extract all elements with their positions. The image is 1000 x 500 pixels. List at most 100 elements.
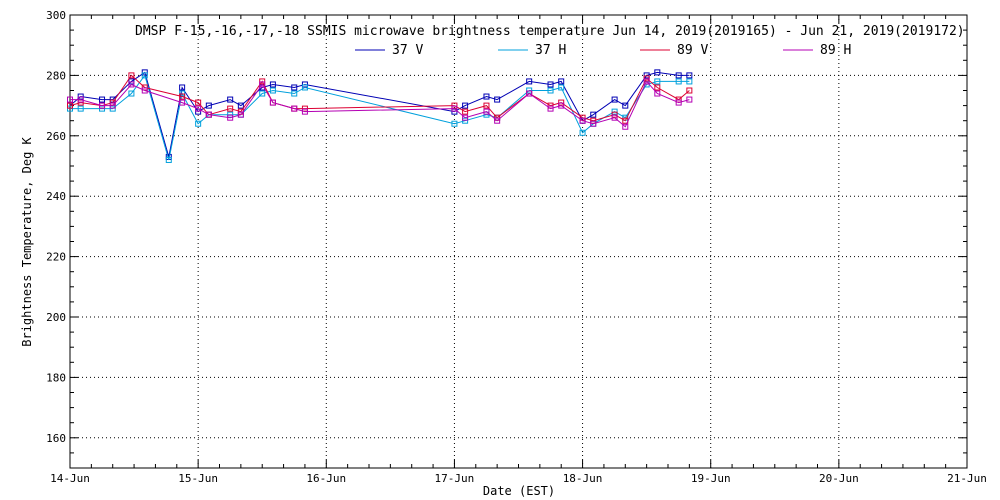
legend-label: 89 V [677, 43, 708, 58]
data-point [259, 90, 266, 97]
y-tick-label: 220 [46, 251, 66, 264]
y-axis-label: Brightness Temperature, Deg K [20, 136, 34, 346]
series-89-h [67, 78, 693, 130]
data-point [205, 102, 212, 109]
data-point [301, 81, 308, 88]
data-point [179, 84, 186, 91]
data-point [611, 111, 618, 118]
x-tick-label: 18-Jun [563, 472, 603, 485]
data-point [686, 78, 693, 85]
data-point [128, 72, 135, 79]
data-point [558, 102, 565, 109]
data-point [462, 102, 469, 109]
legend: 37 V 37 H 89 V 89 H [355, 43, 851, 58]
data-point [675, 78, 682, 85]
data-point [547, 81, 554, 88]
data-point [526, 78, 533, 85]
legend-label: 89 H [820, 43, 851, 58]
series-line [70, 74, 690, 161]
data-point [291, 84, 298, 91]
data-point [227, 114, 234, 121]
data-point [227, 96, 234, 103]
data-point [686, 96, 693, 103]
legend-label: 37 H [535, 43, 566, 58]
data-point [109, 102, 116, 109]
series-layer [67, 69, 693, 163]
series-37-h [67, 72, 693, 163]
data-point [195, 105, 202, 112]
data-point [494, 96, 501, 103]
data-point [269, 99, 276, 106]
data-point [451, 120, 458, 127]
data-point [462, 114, 469, 121]
data-point [237, 102, 244, 109]
series-37-v [67, 69, 693, 160]
data-point [269, 87, 276, 94]
legend-entry: 89 H [783, 43, 851, 58]
data-point [301, 108, 308, 115]
y-tick-label: 160 [46, 432, 66, 445]
data-point [99, 102, 106, 109]
data-point [99, 96, 106, 103]
data-point [128, 78, 135, 85]
plot-frame [69, 14, 968, 469]
data-point [205, 111, 212, 118]
data-point [611, 96, 618, 103]
data-point [227, 111, 234, 118]
legend-entry: 89 V [640, 43, 708, 58]
data-point [483, 93, 490, 100]
data-point [179, 99, 186, 106]
x-axis-label: Date (EST) [483, 484, 555, 498]
legend-entry: 37 H [498, 43, 566, 58]
data-point [483, 102, 490, 109]
x-tick-label: 16-Jun [306, 472, 346, 485]
data-point [128, 81, 135, 88]
y-tick-label: 260 [46, 130, 66, 143]
data-point [526, 90, 533, 97]
data-point [67, 105, 73, 112]
data-point [77, 93, 84, 100]
y-tick-label: 300 [46, 9, 66, 22]
data-point [67, 102, 73, 109]
data-point [195, 120, 202, 127]
data-point [654, 84, 661, 91]
data-point [483, 108, 490, 115]
data-point [128, 90, 135, 97]
x-tick-label: 15-Jun [178, 472, 218, 485]
data-point [654, 69, 661, 76]
data-point [611, 108, 618, 115]
x-tick-label: 21-Jun [947, 472, 987, 485]
y-tick-label: 200 [46, 311, 66, 324]
x-tick-label: 17-Jun [435, 472, 475, 485]
chart-title: DMSP F-15,-16,-17,-18 SSMIS microwave br… [135, 24, 965, 39]
data-point [195, 99, 202, 106]
data-point [77, 105, 84, 112]
data-point [675, 99, 682, 106]
x-tick-label: 20-Jun [819, 472, 859, 485]
data-point [686, 87, 693, 94]
data-point [547, 87, 554, 94]
data-point [590, 111, 597, 118]
data-point [301, 84, 308, 91]
data-point [237, 111, 244, 118]
data-point [109, 105, 116, 112]
data-point [622, 123, 629, 130]
data-point [590, 120, 597, 127]
data-point [547, 105, 554, 112]
data-point [451, 105, 458, 112]
data-point [579, 129, 586, 136]
ticks-layer: 14-Jun 15-Jun 16-Jun 17-Jun 18-Jun 19-Jun 20-J… [46, 9, 987, 485]
data-point [291, 105, 298, 112]
y-tick-label: 180 [46, 371, 66, 384]
data-point [141, 72, 148, 79]
data-point [558, 78, 565, 85]
legend-entry: 37 V [355, 43, 423, 58]
grid-layer [70, 15, 967, 468]
data-point [227, 105, 234, 112]
data-point [77, 96, 84, 103]
data-point [611, 114, 618, 121]
data-point [579, 117, 586, 124]
data-point [269, 81, 276, 88]
data-point [622, 102, 629, 109]
data-point [654, 90, 661, 97]
